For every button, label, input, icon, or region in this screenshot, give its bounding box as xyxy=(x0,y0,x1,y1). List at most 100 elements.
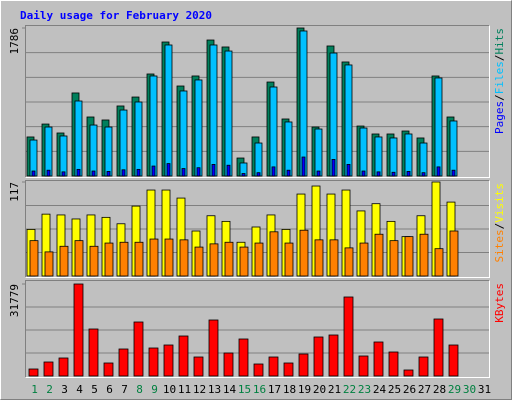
legend-entry: Hits xyxy=(493,28,506,55)
x-tick-label: 12 xyxy=(193,383,206,396)
legend-separator: / xyxy=(493,94,506,101)
legend-entry: Files xyxy=(493,61,506,94)
bar xyxy=(224,50,233,177)
bar xyxy=(331,159,336,177)
x-tick-label: 27 xyxy=(418,383,431,396)
bevel xyxy=(25,280,490,378)
bar xyxy=(28,368,39,377)
x-tick-label: 15 xyxy=(238,383,251,396)
x-tick-label: 25 xyxy=(388,383,401,396)
bar xyxy=(89,245,99,277)
legend-separator: / xyxy=(493,223,506,230)
legend: Sites/Visits xyxy=(493,183,506,263)
bar xyxy=(239,246,249,277)
bevel xyxy=(25,180,490,278)
bevel xyxy=(25,280,490,378)
legend: KBytes xyxy=(493,283,506,323)
x-tick-label: 24 xyxy=(373,383,387,396)
x-tick-label: 4 xyxy=(76,383,83,396)
bar xyxy=(44,251,54,277)
bar xyxy=(76,168,81,177)
bar xyxy=(89,124,98,177)
bar xyxy=(58,357,69,377)
x-tick-label: 11 xyxy=(178,383,191,396)
bar xyxy=(358,355,369,377)
x-tick-label: 18 xyxy=(283,383,296,396)
legend-entry: Sites xyxy=(493,229,506,262)
y-tick-label: 1786 xyxy=(8,28,21,55)
bar xyxy=(104,242,114,277)
bar xyxy=(254,242,264,277)
bar xyxy=(419,142,428,177)
x-tick-label: 9 xyxy=(151,383,158,396)
bar xyxy=(181,168,186,177)
plot-area xyxy=(25,280,490,378)
x-tick-label: 28 xyxy=(433,383,446,396)
bar xyxy=(29,240,39,277)
bar xyxy=(136,168,141,177)
x-tick-label: 19 xyxy=(298,383,311,396)
bar xyxy=(434,248,444,277)
bar xyxy=(88,328,99,377)
x-tick-label: 2 xyxy=(46,383,53,396)
bar xyxy=(301,156,306,177)
bar xyxy=(106,171,111,177)
bar xyxy=(344,247,354,277)
legend-separator: / xyxy=(493,55,506,62)
bar xyxy=(238,338,249,377)
bar xyxy=(374,233,384,277)
x-tick-label: 23 xyxy=(358,383,371,396)
bar xyxy=(118,348,129,377)
bar xyxy=(434,77,443,177)
bar xyxy=(103,362,114,377)
bar xyxy=(299,30,308,177)
bar xyxy=(269,231,279,277)
bar xyxy=(194,246,204,277)
x-tick-label: 10 xyxy=(163,383,176,396)
bevel xyxy=(25,180,490,278)
bar xyxy=(74,100,83,177)
chart-title: Daily usage for February 2020 xyxy=(20,9,212,22)
bar xyxy=(361,170,366,177)
bar xyxy=(299,229,309,277)
bar xyxy=(193,356,204,377)
bar xyxy=(149,75,158,177)
bar xyxy=(313,336,324,377)
x-tick-label: 8 xyxy=(136,383,143,396)
bar xyxy=(44,126,53,177)
bar xyxy=(268,356,279,377)
bar xyxy=(59,245,69,277)
bar xyxy=(389,240,399,277)
bar xyxy=(406,171,411,177)
bar xyxy=(43,361,54,377)
bar xyxy=(208,319,219,377)
legend: Pages/Files/Hits xyxy=(493,28,506,134)
bar xyxy=(73,283,84,377)
x-tick-label: 21 xyxy=(328,383,341,396)
bar xyxy=(329,52,338,177)
bar xyxy=(433,318,444,377)
y-tick-label: 117 xyxy=(8,182,21,202)
bar xyxy=(163,344,174,377)
bar xyxy=(449,230,459,277)
bar xyxy=(298,353,309,377)
bar xyxy=(451,169,456,177)
bar xyxy=(196,167,201,177)
bar xyxy=(359,127,368,177)
bar xyxy=(343,296,354,377)
bar xyxy=(91,170,96,177)
bar xyxy=(404,236,414,277)
x-tick-label: 20 xyxy=(313,383,326,396)
bar xyxy=(164,238,174,277)
bar xyxy=(61,171,66,177)
bar xyxy=(119,241,129,277)
x-tick-label: 14 xyxy=(223,383,237,396)
bevel xyxy=(25,25,490,178)
x-tick-label: 7 xyxy=(121,383,128,396)
bar xyxy=(224,241,234,277)
legend-entry: Pages xyxy=(493,101,506,134)
bar xyxy=(269,86,278,177)
x-tick-label: 29 xyxy=(448,383,461,396)
bar xyxy=(253,363,264,377)
bar xyxy=(419,233,429,277)
